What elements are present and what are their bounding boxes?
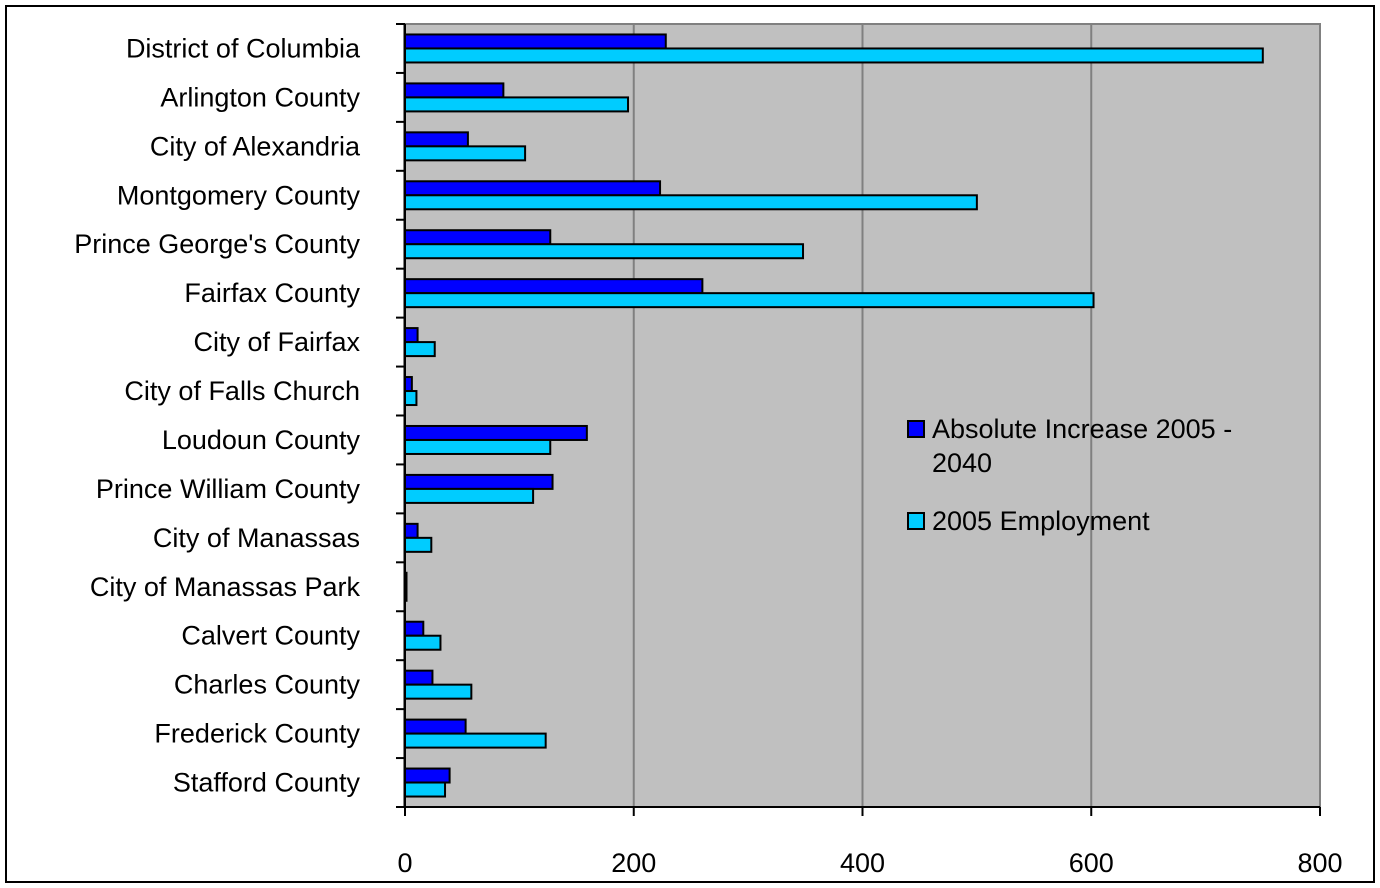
bars (404, 33, 1264, 798)
bar-series-1 (404, 180, 662, 197)
legend-label: 2005 Employment (932, 506, 1150, 536)
x-tick-label: 800 (1297, 848, 1342, 878)
bar-series-2 (404, 781, 447, 798)
legend-swatch (907, 512, 925, 530)
bar-series-2 (404, 145, 527, 162)
legend-label: 2040 (932, 448, 992, 478)
bar-series-1 (404, 473, 554, 490)
legend-label: Absolute Increase 2005 - (932, 414, 1232, 444)
bar-series-1 (404, 82, 505, 99)
x-tick-label: 200 (611, 848, 656, 878)
category-label: Loudoun County (162, 425, 361, 455)
bar-series-1 (404, 327, 419, 344)
category-label: Fairfax County (184, 278, 360, 308)
bar-series-2 (404, 194, 978, 211)
bar-series-2 (404, 243, 805, 260)
category-label: Calvert County (181, 621, 360, 651)
category-label: Montgomery County (117, 180, 361, 210)
bar-series-2 (404, 341, 436, 358)
bar-series-2 (404, 47, 1264, 64)
bar-series-1 (404, 278, 704, 295)
bar-series-1 (404, 522, 419, 539)
bar-series-2 (404, 732, 547, 749)
legend: Absolute Increase 2005 - 2040 2005 Employm… (907, 414, 1232, 536)
bar-series-2 (404, 96, 630, 113)
legend-swatch (907, 420, 925, 438)
bar-series-1 (404, 718, 467, 735)
bar-series-2 (404, 683, 473, 700)
bar-series-2 (404, 292, 1095, 309)
category-label: City of Manassas Park (90, 572, 361, 602)
x-tick-label: 400 (840, 848, 885, 878)
category-label: Prince George's County (74, 229, 360, 259)
category-label: Stafford County (173, 768, 361, 798)
bar-series-1 (404, 33, 667, 50)
category-label: City of Fairfax (193, 327, 360, 357)
bar-series-1 (404, 229, 552, 246)
x-tick-labels: 0 200 400 600 800 (397, 848, 1342, 878)
category-label: Arlington County (160, 82, 360, 112)
bar-series-1 (404, 376, 413, 393)
gridlines (632, 24, 1093, 807)
bar-series-2 (404, 438, 552, 455)
category-label: City of Falls Church (124, 376, 360, 406)
bar-series-1 (404, 620, 425, 637)
category-label: City of Manassas (153, 523, 360, 553)
category-label: Charles County (174, 670, 361, 700)
category-label: Prince William County (96, 474, 361, 504)
category-labels: District of Columbia Arlington County City… (74, 33, 361, 797)
bar-series-1 (404, 669, 434, 686)
bar-series-1 (404, 767, 451, 784)
x-tick-label: 600 (1069, 848, 1114, 878)
x-tick-label: 0 (397, 848, 412, 878)
category-label: City of Alexandria (150, 131, 361, 161)
axes (396, 23, 1321, 816)
category-label: District of Columbia (126, 33, 361, 63)
bar-series-2 (404, 634, 442, 651)
bar-series-2 (404, 536, 433, 553)
category-label: Frederick County (154, 719, 360, 749)
bar-series-2 (404, 487, 535, 504)
bar-series-2 (404, 390, 418, 407)
bar-series-1 (404, 131, 469, 148)
bar-series-1 (404, 424, 588, 441)
